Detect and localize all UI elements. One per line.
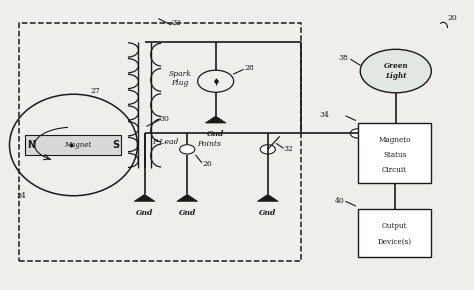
Text: 30: 30 <box>160 115 170 124</box>
Text: Spark: Spark <box>169 70 191 78</box>
Text: 27: 27 <box>90 87 100 95</box>
Bar <box>19 23 301 261</box>
Text: S: S <box>112 140 119 150</box>
Bar <box>26 135 121 155</box>
Circle shape <box>260 145 275 154</box>
Text: Points: Points <box>197 139 220 148</box>
Circle shape <box>350 129 365 138</box>
Polygon shape <box>134 194 155 201</box>
Text: Gnd: Gnd <box>259 209 276 217</box>
Text: 26: 26 <box>202 160 212 168</box>
Text: Light: Light <box>385 72 407 80</box>
Text: P-Lead: P-Lead <box>152 137 178 146</box>
Text: 22: 22 <box>171 19 181 27</box>
Text: Gnd: Gnd <box>179 209 196 217</box>
Text: Magneto: Magneto <box>378 136 411 144</box>
Circle shape <box>180 145 195 154</box>
Bar <box>358 209 431 257</box>
Polygon shape <box>257 194 278 201</box>
Text: Gnd: Gnd <box>136 209 153 217</box>
Text: 34: 34 <box>319 111 329 119</box>
Text: Gnd: Gnd <box>207 130 224 138</box>
Text: Device(s): Device(s) <box>378 237 411 245</box>
Bar <box>358 123 431 183</box>
Text: Green: Green <box>383 62 408 70</box>
Text: Output: Output <box>382 222 407 230</box>
Text: 28: 28 <box>244 64 254 72</box>
Text: 38: 38 <box>338 54 348 62</box>
Text: 24: 24 <box>17 192 27 200</box>
Polygon shape <box>205 116 226 123</box>
Text: Plug: Plug <box>172 79 189 87</box>
Text: N: N <box>27 140 35 150</box>
Text: 40: 40 <box>335 197 345 205</box>
Text: Circuit: Circuit <box>382 166 407 174</box>
Polygon shape <box>177 194 198 201</box>
Text: 20: 20 <box>448 14 458 22</box>
Text: Status: Status <box>383 151 406 159</box>
Text: 32: 32 <box>283 145 293 153</box>
Text: Magnet: Magnet <box>64 141 92 149</box>
Circle shape <box>360 49 431 93</box>
